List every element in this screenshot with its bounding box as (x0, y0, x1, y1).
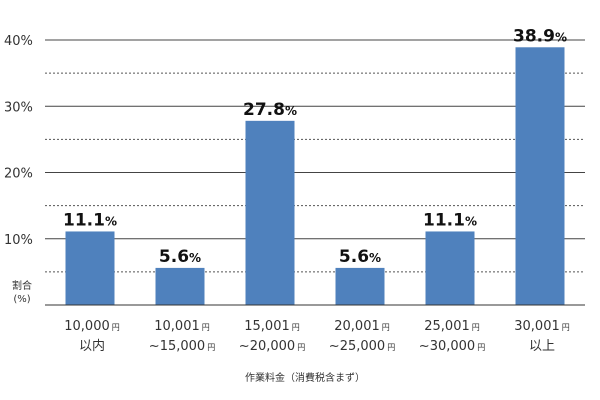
category-unit: 円 (297, 343, 305, 352)
value-percent-sign: % (369, 251, 381, 265)
bar (245, 120, 295, 305)
category-label: 10,001 円 (154, 319, 210, 334)
y-axis-label: 割合 (12, 279, 32, 292)
category-unit: 円 (292, 323, 300, 332)
category-label-text: 10,000 (64, 319, 110, 334)
y-tick-label: 30% (4, 100, 33, 115)
category-label: 25,001 円 (424, 319, 480, 334)
category-unit: 円 (112, 323, 120, 332)
category-label: ~25,000 円 (329, 339, 395, 354)
category-label-text: ~25,000 (329, 339, 385, 354)
value-percent-sign: % (555, 30, 567, 44)
category-label-text: 20,001 (334, 319, 380, 334)
category-unit: 円 (477, 343, 485, 352)
y-tick-label: 20% (4, 167, 33, 182)
value-number: 38.9 (513, 26, 555, 46)
category-label: 30,001 円 (514, 319, 570, 334)
value-label: 27.8% (243, 100, 297, 120)
bar (515, 47, 565, 305)
category-label-text: 30,001 (514, 319, 560, 334)
value-label: 11.1% (63, 210, 117, 230)
value-percent-sign: % (105, 214, 117, 228)
category-label-text: ~15,000 (149, 339, 205, 354)
value-percent-sign: % (465, 214, 477, 228)
bar (65, 231, 115, 305)
category-label: 10,000 円 (64, 319, 120, 334)
category-unit: 円 (382, 323, 390, 332)
category-label: 15,001 円 (244, 319, 300, 334)
category-unit: 円 (387, 343, 395, 352)
category-label: 以上 (529, 339, 555, 354)
bar (155, 267, 205, 305)
category-label-text: 15,001 (244, 319, 290, 334)
category-label: ~15,000 円 (149, 339, 215, 354)
category-label: ~30,000 円 (419, 339, 485, 354)
value-label: 11.1% (423, 210, 477, 230)
category-label-text: 以上 (529, 339, 555, 354)
category-label-text: ~20,000 (239, 339, 295, 354)
y-axis-label: (%) (13, 294, 30, 305)
value-number: 11.1 (423, 210, 465, 230)
category-unit: 円 (202, 323, 210, 332)
category-label-text: 25,001 (424, 319, 470, 334)
category-label-text: ~30,000 (419, 339, 475, 354)
y-tick-label: 40% (4, 34, 33, 49)
x-axis-title: 作業料金（消費税含まず） (245, 371, 365, 384)
category-label: 以内 (79, 338, 105, 354)
value-percent-sign: % (189, 251, 201, 265)
bar (425, 231, 475, 305)
category-label: 20,001 円 (334, 319, 390, 334)
value-number: 11.1 (63, 210, 105, 230)
value-number: 5.6 (159, 247, 189, 267)
value-percent-sign: % (285, 104, 297, 118)
category-unit: 円 (207, 343, 215, 352)
y-tick-label: 10% (4, 233, 33, 248)
category-label: ~20,000 円 (239, 339, 305, 354)
category-unit: 円 (472, 323, 480, 332)
bar (335, 267, 385, 305)
category-unit: 円 (562, 323, 570, 332)
value-number: 5.6 (339, 247, 369, 267)
value-number: 27.8 (243, 100, 285, 120)
value-label: 5.6% (159, 247, 201, 267)
value-label: 38.9% (513, 26, 567, 46)
value-label: 5.6% (339, 247, 381, 267)
category-label-text: 以内 (79, 338, 105, 354)
category-label-text: 10,001 (154, 319, 200, 334)
